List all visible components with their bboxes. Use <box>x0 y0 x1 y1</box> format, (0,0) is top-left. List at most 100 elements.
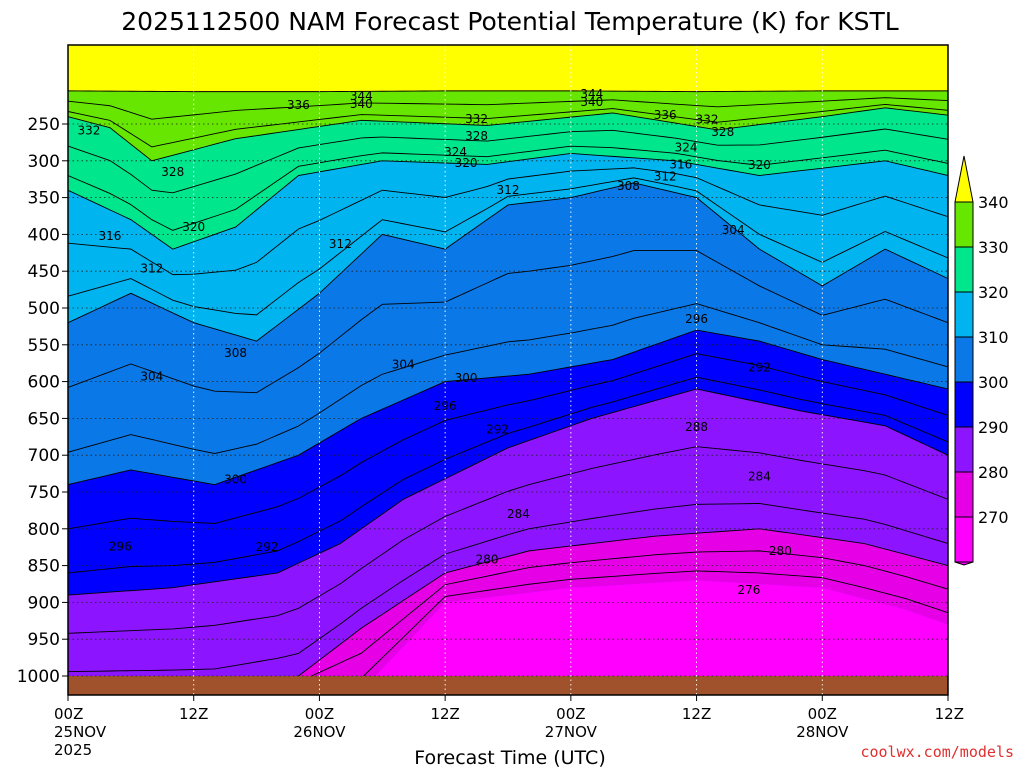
contour-label: 308 <box>224 346 247 360</box>
y-axis: 250 300 350 400 450 500 550 600 650 700 750 800 850 9… <box>17 115 68 687</box>
legend-below-arrow <box>954 561 974 566</box>
isoline <box>68 250 948 394</box>
credit-text: coolwx.com/models <box>860 743 1014 761</box>
legend-swatch <box>954 291 974 338</box>
contour-label: 332 <box>696 113 719 127</box>
contour-label: 344 <box>580 87 603 101</box>
y-tick-label: 700 <box>28 446 60 466</box>
surface-ground <box>68 676 948 695</box>
legend-label: 340 <box>978 193 1009 212</box>
legend-swatch <box>954 426 974 473</box>
contour-label: 340 <box>350 97 373 111</box>
y-tick-label: 1000 <box>17 667 60 687</box>
contour-label: 344 <box>350 89 373 103</box>
contour-label: 332 <box>465 112 488 126</box>
y-tick-label: 800 <box>28 520 60 540</box>
y-tick-label: 500 <box>28 299 60 319</box>
isoline <box>68 388 948 596</box>
contour-label: 288 <box>685 420 708 434</box>
contour-label: 304 <box>140 369 163 383</box>
contour-label: 292 <box>748 361 771 375</box>
y-tick-label: 450 <box>28 262 60 282</box>
x-tick-label: 00Z <box>556 705 585 723</box>
contour-label: 316 <box>98 229 121 243</box>
contour-label: 340 <box>580 95 603 109</box>
contour-label: 336 <box>287 98 310 112</box>
contour-label: 276 <box>737 583 760 597</box>
x-tick-date: 26NOV <box>293 723 346 741</box>
isoline <box>68 182 948 342</box>
band-270 <box>68 528 948 691</box>
y-tick-label: 900 <box>28 593 60 613</box>
legend-swatch <box>954 471 974 518</box>
isoline <box>68 107 948 162</box>
contour-label: 292 <box>256 540 279 554</box>
isoline <box>68 128 948 194</box>
contour-label: 328 <box>465 129 488 143</box>
contour-label: 316 <box>669 157 692 171</box>
x-axis-label: Forecast Time (UTC) <box>414 747 605 768</box>
legend-label: 300 <box>978 373 1009 392</box>
x-tick-date: 25NOV <box>54 723 107 741</box>
isoline <box>68 97 948 120</box>
y-tick-label: 600 <box>28 373 60 393</box>
contour-label: 312 <box>329 237 352 251</box>
band-320 <box>68 107 948 250</box>
legend-swatch <box>954 336 974 383</box>
isoline <box>68 145 948 231</box>
contour-label: 292 <box>486 422 509 436</box>
plot-frame <box>67 44 949 696</box>
band-330 <box>68 90 948 161</box>
legend-label: 290 <box>978 418 1009 437</box>
chart-title: 2025112500 NAM Forecast Potential Temper… <box>121 7 899 36</box>
x-tick-label: 12Z <box>179 705 208 723</box>
contour-label: 308 <box>617 179 640 193</box>
contour-label: 320 <box>748 158 771 172</box>
band-below-270 <box>68 580 948 695</box>
isoline <box>68 503 948 673</box>
isoline <box>68 177 948 316</box>
isoline <box>68 329 948 486</box>
legend-label: 310 <box>978 328 1009 347</box>
x-tick-label: 12Z <box>935 705 964 723</box>
x-tick-date: 28NOV <box>796 723 849 741</box>
legend-label: 330 <box>978 238 1009 257</box>
legend-swatch <box>954 516 974 563</box>
contour-label: 296 <box>434 399 457 413</box>
contour-label: 300 <box>224 472 247 486</box>
band-300 <box>68 182 948 485</box>
legend-swatch <box>954 201 974 248</box>
y-tick-label: 400 <box>28 225 60 245</box>
isoline <box>68 152 948 250</box>
contour-bands <box>68 45 948 695</box>
y-tick-label: 300 <box>28 152 60 172</box>
band-280 <box>68 388 948 691</box>
legend-label: 320 <box>978 283 1009 302</box>
contour-label: 280 <box>476 553 499 567</box>
x-tick-label: 12Z <box>682 705 711 723</box>
isoline <box>68 303 948 454</box>
legend-label: 280 <box>978 463 1009 482</box>
x-tick-label: 12Z <box>430 705 459 723</box>
y-tick-label: 550 <box>28 336 60 356</box>
contour-label: 320 <box>455 156 478 170</box>
isoline <box>68 103 948 148</box>
legend-label: 270 <box>978 508 1009 527</box>
band-340 <box>68 45 948 92</box>
isoline <box>68 353 948 530</box>
x-tick-label: 00Z <box>54 705 83 723</box>
isoline <box>68 376 948 574</box>
legend-swatch <box>954 246 974 293</box>
color-legend: 340 330 320 310 300 290 280 270 <box>954 155 1009 566</box>
contour-label: 312 <box>654 169 677 183</box>
legend-swatch <box>954 381 974 428</box>
band-310 <box>68 153 948 342</box>
contour-label: 280 <box>769 544 792 558</box>
legend-above-arrow <box>954 155 974 203</box>
contour-label: 324 <box>444 145 467 159</box>
x-tick-label: 00Z <box>808 705 837 723</box>
contour-label: 300 <box>455 371 478 385</box>
